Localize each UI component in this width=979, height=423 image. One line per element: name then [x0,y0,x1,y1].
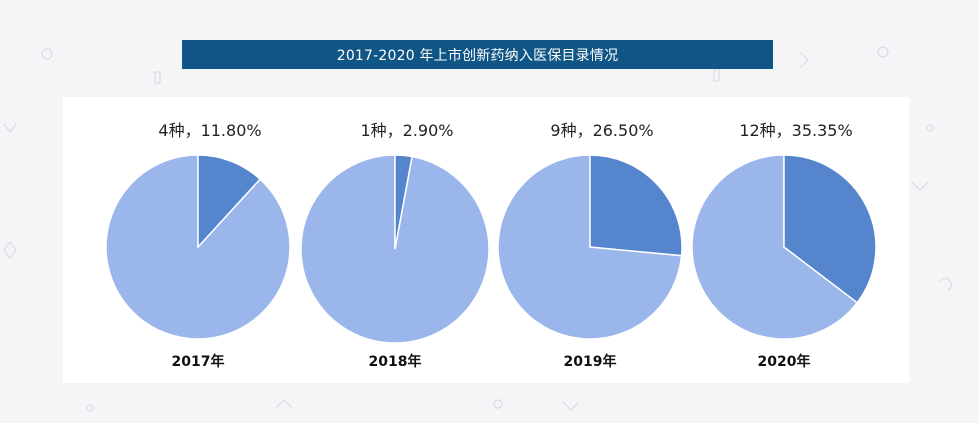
pie-slice-included [589,154,683,257]
pie-annotation: 12种，35.35% [739,121,852,140]
year-label: 2017年 [172,353,225,370]
year-label: 2019年 [564,353,617,370]
year-label: 2020年 [758,353,811,370]
pie-chart-1: 4种，11.80% 2017年 [105,121,291,370]
pie-chart-4: 12种，35.35% 2020年 [691,121,877,370]
pie-annotation: 4种，11.80% [158,121,261,140]
pie-slice-remainder [691,154,859,340]
chart-title: 2017-2020 年上市创新药纳入医保目录情况 [336,47,619,64]
pie-slice-included [197,154,262,249]
chart-title-bar: 2017-2020 年上市创新药纳入医保目录情况 [182,40,773,69]
pie-slice-included [783,154,877,304]
pie-slice-included [394,154,413,250]
pie-chart-2: 1种，2.90% 2018年 [300,121,490,370]
pie-annotation: 1种，2.90% [360,121,453,140]
year-label: 2018年 [369,353,422,370]
pie-chart-3: 9种，26.50% 2019年 [497,121,683,370]
pie-annotation: 9种，26.50% [550,121,653,140]
